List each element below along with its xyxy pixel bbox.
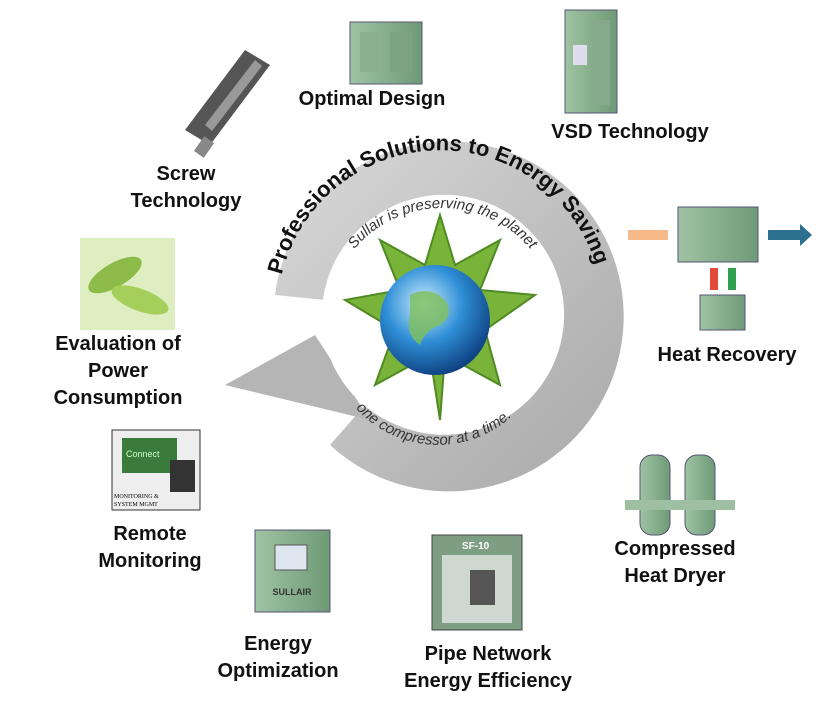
icon-remote: Connect MONITORING & SYSTEM MGMT [112,430,200,510]
item-label: Pipe Network [425,643,553,665]
item-label: Optimal Design [299,88,446,110]
item-label: Energy Efficiency [404,670,573,692]
icon-text: SULLAIR [273,587,312,597]
item-label: Heat Dryer [624,565,725,587]
item-label: Compressed [614,538,735,560]
item-label: Monitoring [98,550,201,572]
icon-energy-opt: SULLAIR [255,530,330,612]
icon-pipe-network: SF-10 [432,535,522,630]
icon-screw [185,50,270,158]
item-label: Consumption [54,387,183,409]
item-label: Optimization [217,660,338,682]
icon-heat-recovery [628,207,812,330]
icon-text: SYSTEM MGMT [114,502,158,508]
icon-dryer [625,455,735,535]
item-label: Remote [113,523,186,545]
item-label: Power [88,360,148,382]
item-label: VSD Technology [551,121,709,143]
item-label: Screw [157,163,216,185]
icon-optimal-design [350,22,422,84]
icon-vsd [565,10,617,113]
item-label: Technology [131,190,243,212]
icon-text: SF-10 [462,541,490,552]
item-label: Heat Recovery [658,344,798,366]
item-label: Evaluation of [55,333,181,355]
icon-evaluation [80,238,175,330]
icon-text: MONITORING & [114,494,159,500]
item-label: Energy [244,633,313,655]
icon-text: Connect [126,449,160,459]
diagram: Professional Solutions to Energy Saving … [0,0,820,701]
